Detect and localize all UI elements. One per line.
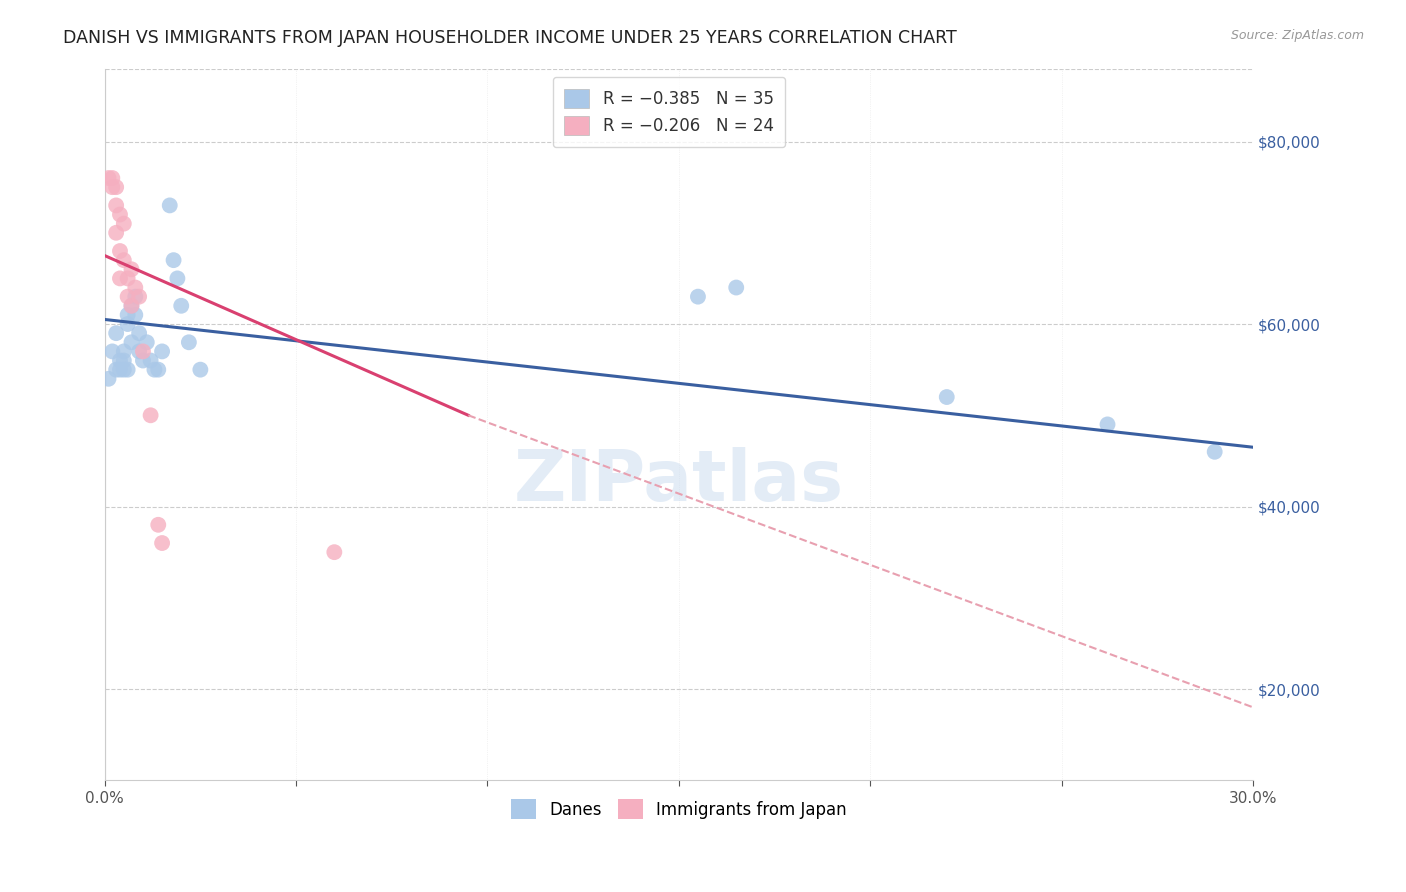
Point	[105, 326, 128, 340]
Point	[121, 262, 143, 277]
Point	[117, 290, 139, 304]
Point	[97, 171, 120, 186]
Point	[166, 271, 188, 285]
Point	[1097, 417, 1119, 432]
Point	[117, 317, 139, 331]
Point	[105, 226, 128, 240]
Point	[323, 545, 346, 559]
Point	[117, 271, 139, 285]
Point	[117, 308, 139, 322]
Point	[108, 208, 131, 222]
Point	[101, 344, 124, 359]
Point	[121, 299, 143, 313]
Point	[159, 198, 181, 212]
Point	[162, 253, 184, 268]
Point	[112, 353, 135, 368]
Point	[135, 335, 157, 350]
Point	[725, 280, 748, 294]
Point	[139, 409, 162, 423]
Point	[108, 244, 131, 258]
Point	[112, 253, 135, 268]
Point	[150, 344, 173, 359]
Point	[108, 271, 131, 285]
Point	[112, 362, 135, 376]
Point	[148, 362, 170, 376]
Point	[101, 171, 124, 186]
Point	[105, 198, 128, 212]
Point	[935, 390, 957, 404]
Text: ZIPatlas: ZIPatlas	[513, 447, 844, 516]
Point	[1204, 444, 1226, 458]
Point	[124, 308, 146, 322]
Point	[117, 362, 139, 376]
Legend: Danes, Immigrants from Japan: Danes, Immigrants from Japan	[503, 793, 853, 825]
Point	[124, 280, 146, 294]
Point	[124, 290, 146, 304]
Point	[128, 344, 150, 359]
Point	[105, 362, 128, 376]
Point	[139, 353, 162, 368]
Point	[112, 217, 135, 231]
Point	[190, 362, 212, 376]
Point	[132, 353, 155, 368]
Point	[128, 290, 150, 304]
Point	[101, 180, 124, 194]
Point	[148, 517, 170, 532]
Point	[143, 362, 166, 376]
Point	[177, 335, 200, 350]
Point	[108, 362, 131, 376]
Text: Source: ZipAtlas.com: Source: ZipAtlas.com	[1230, 29, 1364, 42]
Point	[128, 326, 150, 340]
Point	[121, 299, 143, 313]
Point	[112, 344, 135, 359]
Point	[553, 800, 575, 814]
Point	[132, 344, 155, 359]
Point	[105, 180, 128, 194]
Point	[150, 536, 173, 550]
Text: DANISH VS IMMIGRANTS FROM JAPAN HOUSEHOLDER INCOME UNDER 25 YEARS CORRELATION CH: DANISH VS IMMIGRANTS FROM JAPAN HOUSEHOL…	[63, 29, 957, 46]
Point	[686, 290, 709, 304]
Point	[170, 299, 193, 313]
Point	[121, 335, 143, 350]
Point	[108, 353, 131, 368]
Point	[97, 372, 120, 386]
